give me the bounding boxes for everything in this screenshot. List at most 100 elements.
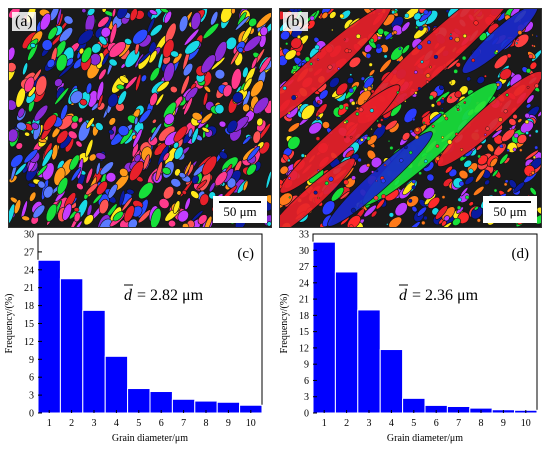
fine-grain (399, 158, 404, 163)
fine-grain (465, 195, 470, 200)
y-tick-label-d-6: 6 (304, 376, 309, 387)
grain (230, 9, 236, 15)
grain (124, 76, 138, 90)
fine-grain (375, 169, 379, 173)
bar-d-4 (379, 349, 404, 414)
fine-grain (296, 35, 301, 39)
fine-grain (345, 106, 349, 110)
grain (370, 210, 378, 218)
grain (98, 35, 108, 46)
grain (91, 43, 102, 54)
bar-c-4 (104, 355, 129, 414)
grain (101, 52, 110, 66)
grain (486, 143, 495, 153)
fine-grain (287, 176, 291, 180)
grain (226, 119, 238, 134)
fine-grain (493, 188, 498, 193)
y-axis-label-d: Frequency/(%) (279, 294, 290, 354)
fine-grain (288, 196, 291, 199)
grain (266, 221, 271, 227)
grain (401, 44, 410, 54)
fine-grain (377, 35, 382, 40)
fine-grain (421, 220, 426, 225)
fine-grain (531, 44, 534, 47)
grain (513, 181, 525, 193)
grain (70, 167, 82, 182)
grain (225, 36, 237, 50)
grain (259, 56, 271, 74)
grain (237, 46, 244, 53)
grain (158, 198, 170, 209)
fine-grain (317, 196, 320, 200)
grain (248, 17, 258, 27)
grain (411, 205, 418, 213)
grain (319, 89, 329, 100)
grain (49, 9, 60, 21)
fine-grain (526, 85, 530, 89)
fine-grain (417, 86, 421, 91)
fine-grain (425, 80, 429, 84)
grain (182, 63, 194, 77)
y-tick-label-d-21: 21 (299, 295, 309, 306)
grain (9, 62, 17, 73)
grain (41, 39, 53, 51)
grain (308, 122, 323, 135)
grain (199, 193, 210, 206)
grain (196, 179, 208, 190)
y-axis-label-c: Frequency/(%) (4, 294, 15, 354)
fine-grain (435, 144, 440, 148)
grain (363, 76, 375, 89)
grain (31, 122, 39, 130)
fine-grain (309, 62, 313, 66)
grain (37, 180, 46, 189)
grain (517, 118, 523, 123)
grain (162, 152, 170, 162)
y-tick-label-d-27: 27 (299, 262, 309, 273)
bar-d-1 (312, 241, 336, 414)
fine-grain (445, 9, 450, 13)
fine-grain (468, 168, 474, 174)
fine-grain (409, 129, 413, 133)
fine-grain (423, 9, 429, 15)
grain (87, 9, 96, 16)
grain (150, 9, 166, 21)
grain (214, 104, 225, 115)
grain (439, 85, 445, 91)
grain (394, 202, 408, 217)
grain (149, 122, 162, 142)
grain (129, 9, 138, 22)
grain (108, 117, 117, 126)
grain (256, 117, 264, 127)
x-tick-label-d-4: 4 (389, 418, 394, 429)
x-tick-label-d-2: 2 (344, 418, 349, 429)
grain (290, 37, 302, 49)
grain (501, 128, 515, 142)
grain (107, 93, 119, 108)
grain (214, 171, 228, 186)
grain (473, 185, 485, 196)
bar-c-6 (149, 391, 173, 414)
grain (107, 183, 118, 199)
elongated-grain (280, 9, 392, 134)
fine-grain (528, 53, 534, 59)
bar-c-1 (37, 259, 61, 414)
fine-grain (363, 136, 368, 140)
panel-label-c: (c) (237, 246, 254, 262)
fine-grain (349, 224, 354, 227)
fine-grain (506, 148, 510, 152)
fine-grain (453, 69, 458, 74)
grain (35, 75, 48, 96)
fine-grain (355, 33, 361, 39)
grain (321, 11, 329, 20)
mean-value-c: = 2.82 μm (137, 287, 204, 304)
grain (363, 204, 377, 218)
grain (422, 187, 435, 200)
fine-grain (309, 15, 315, 21)
fine-grain (529, 173, 533, 177)
grain (112, 211, 124, 222)
fine-grain (398, 47, 402, 51)
y-tick-label-c-12: 12 (24, 337, 34, 348)
fine-grain (455, 62, 461, 68)
y-tick-label-c-15: 15 (24, 319, 34, 330)
fine-grain (496, 82, 500, 87)
